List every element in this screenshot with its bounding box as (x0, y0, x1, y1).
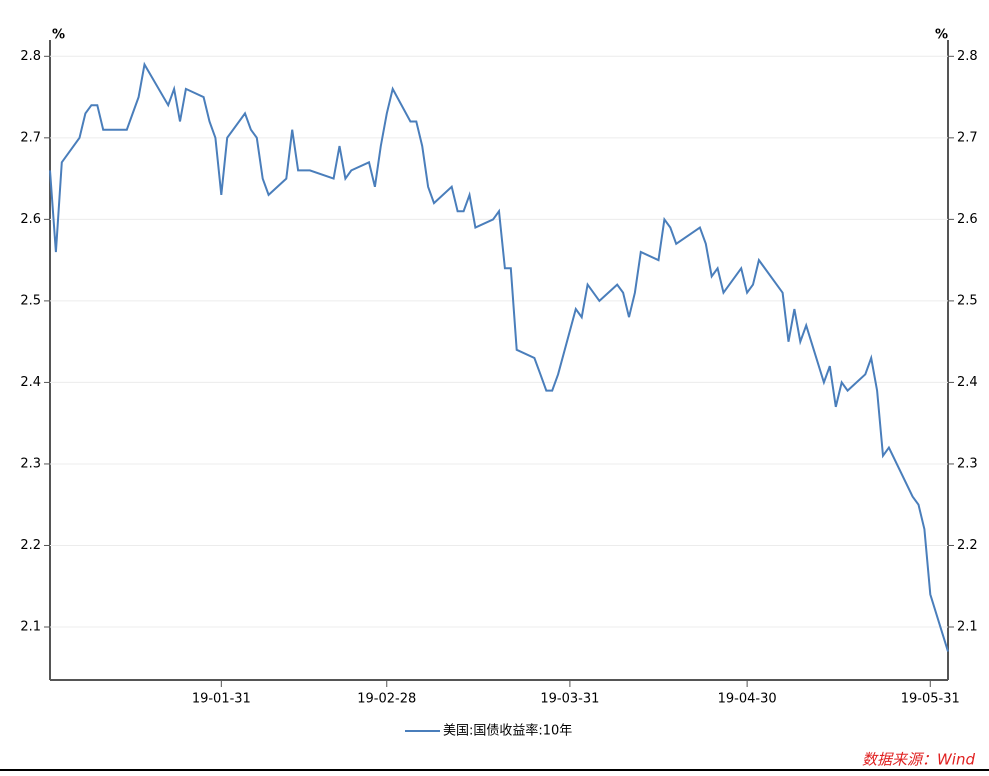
y-tick-label: 2.2 (20, 538, 41, 553)
y2-tick-label: 2.7 (957, 130, 978, 145)
y-tick-label: 2.7 (20, 130, 41, 145)
y2-tick-label: 2.6 (957, 212, 978, 227)
y-tick-label: 2.3 (20, 456, 41, 471)
y-unit: % (52, 28, 65, 43)
x-tick-label: 19-05-31 (901, 692, 960, 707)
x-tick-label: 19-01-31 (192, 692, 251, 707)
y2-tick-label: 2.4 (957, 375, 978, 390)
y2-tick-label: 2.3 (957, 456, 978, 471)
y-tick-label: 2.4 (20, 375, 41, 390)
x-tick-label: 19-03-31 (540, 692, 599, 707)
legend-label: 美国:国债收益率:10年 (443, 723, 572, 739)
y-tick-label: 2.1 (20, 620, 41, 635)
y2-tick-label: 2.5 (957, 293, 978, 308)
y-tick-label: 2.8 (20, 49, 41, 64)
y-tick-label: 2.5 (20, 293, 41, 308)
x-tick-label: 19-02-28 (357, 692, 416, 707)
y2-tick-label: 2.8 (957, 49, 978, 64)
x-tick-label: 19-04-30 (718, 692, 777, 707)
source: 数据来源：Wind (862, 751, 976, 769)
y2-tick-label: 2.1 (957, 620, 978, 635)
y2-unit: % (935, 28, 948, 43)
y2-tick-label: 2.2 (957, 538, 978, 553)
line (49, 61, 949, 652)
y-tick-label: 2.6 (20, 212, 41, 227)
